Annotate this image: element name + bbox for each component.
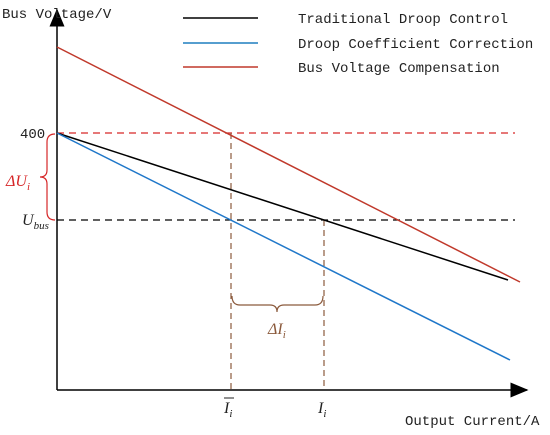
label-main: U: [22, 212, 35, 229]
legend-label: Bus Voltage Compensation: [298, 61, 500, 77]
legend-label: Traditional Droop Control: [298, 12, 508, 28]
label-sub: i: [27, 181, 30, 193]
delta-u-label: ΔUi: [5, 173, 30, 193]
i-label: Ii: [317, 400, 326, 420]
correction-line: [56, 132, 511, 361]
delta-i-label: ΔIi: [267, 321, 286, 341]
label-main: ΔI: [267, 321, 283, 338]
label-sub: i: [229, 408, 232, 420]
y-axis-label: Bus Voltage/V: [2, 7, 112, 23]
label-main: I: [223, 400, 230, 417]
x-axis-label: Output Current/A: [405, 414, 540, 430]
label-main: I: [317, 400, 324, 417]
value-label: 400: [20, 127, 45, 143]
i-bar-label: Ii: [223, 400, 232, 420]
droop-line: [56, 132, 509, 281]
label-sub: i: [323, 408, 326, 420]
bracket: [39, 133, 56, 221]
legend-label: Droop Coefficient Correction: [298, 37, 533, 53]
label-sub: i: [283, 329, 286, 341]
label-sub: bus: [34, 220, 49, 232]
u-bus-label: Ubus: [22, 212, 49, 232]
bracket: [231, 295, 324, 313]
label-main: ΔU: [5, 173, 28, 190]
compensation-line: [56, 46, 521, 283]
